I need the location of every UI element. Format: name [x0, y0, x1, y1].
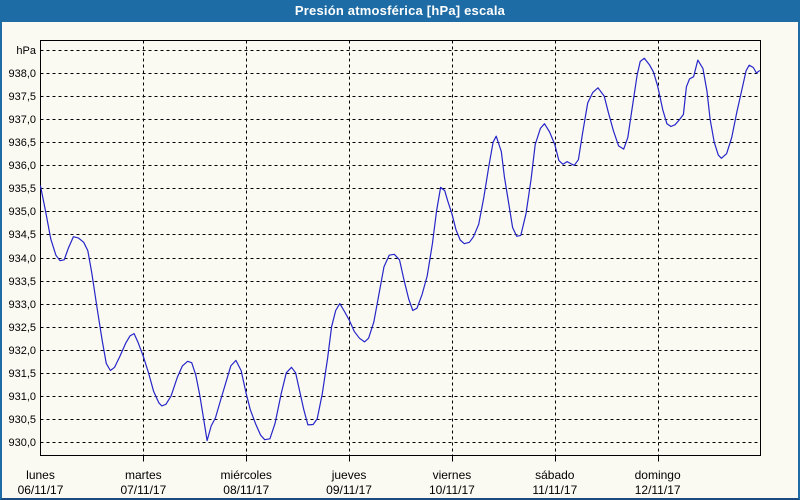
day-date-label: 11/11/17	[532, 483, 577, 497]
gridlines	[40, 40, 761, 456]
plot-frame	[40, 40, 761, 456]
y-tick-label: 934,5	[8, 229, 36, 241]
y-tick-label: 935,5	[8, 183, 36, 195]
day-name-label: jueves	[331, 468, 367, 482]
data-series	[39, 57, 761, 442]
y-tick-label: 930,5	[8, 414, 36, 426]
y-tick-label: 937,0	[8, 114, 36, 126]
y-tick-label: 933,5	[8, 276, 36, 288]
y-axis-unit: hPa	[16, 45, 36, 57]
pressure-series-line	[39, 57, 761, 442]
day-date-label: 09/11/17	[326, 483, 372, 497]
day-date-label: 10/11/17	[429, 483, 475, 497]
y-axis-labels: hPa 938,0 937,5 937,0 936,5 936,0 935,5 935,0 93…	[8, 45, 36, 449]
day-date-label: 06/11/17	[18, 483, 64, 497]
y-tick-label: 931,5	[8, 368, 36, 380]
y-tick-label: 938,0	[8, 68, 36, 80]
day-name-label: miércoles	[221, 468, 272, 482]
y-tick-label: 935,0	[8, 206, 36, 218]
day-date-label: 12/11/17	[635, 483, 681, 497]
y-tick-label: 933,0	[8, 299, 36, 311]
y-tick-label: 934,0	[8, 253, 36, 265]
day-name-label: martes	[125, 468, 162, 482]
day-name-label: viernes	[433, 468, 472, 482]
y-tick-label: 937,5	[8, 91, 36, 103]
day-date-label: 08/11/17	[223, 483, 269, 497]
pressure-line-chart: hPa 938,0 937,5 937,0 936,5 936,0 935,5 935,0 93…	[8, 40, 761, 497]
y-tick-label: 936,0	[8, 160, 36, 172]
chart-title: Presión atmosférica [hPa] escala	[294, 3, 506, 18]
day-date-label: 07/11/17	[120, 483, 166, 497]
y-tick-label: 931,0	[8, 391, 36, 403]
y-tick-label: 936,5	[8, 137, 36, 149]
day-name-label: lunes	[26, 468, 55, 482]
day-name-label: domingo	[635, 468, 681, 482]
y-tick-label: 930,0	[8, 437, 36, 449]
y-tick-label: 932,0	[8, 345, 36, 357]
day-name-label: sábado	[535, 468, 575, 482]
window-titlebar: Presión atmosférica [hPa] escala	[2, 0, 798, 22]
axes-frame	[40, 40, 761, 462]
y-tick-label: 932,5	[8, 322, 36, 334]
